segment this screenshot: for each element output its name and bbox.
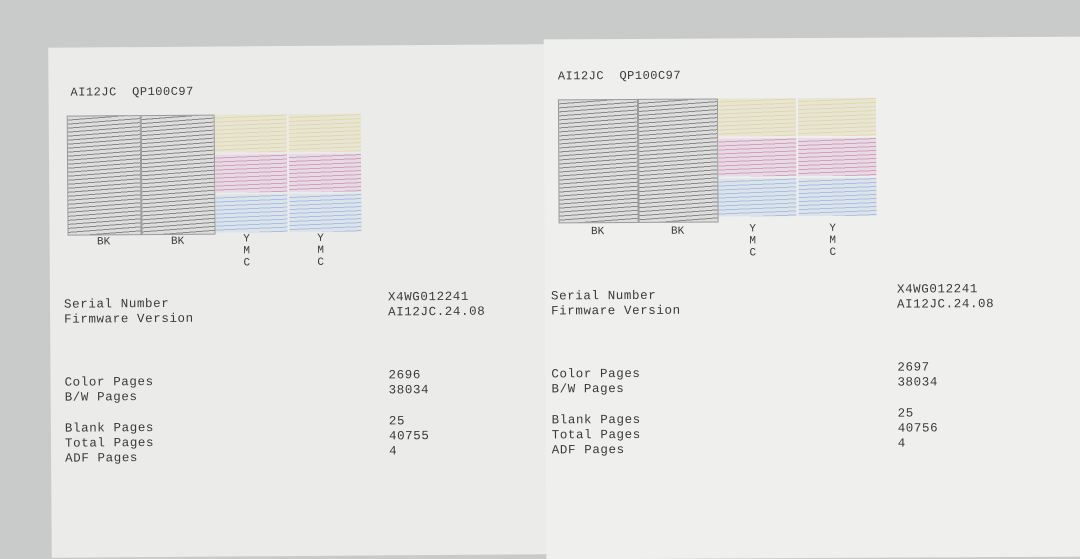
firmware-value: AI12JC.24.08: [388, 304, 486, 320]
black-nozzle-pattern: [66, 115, 142, 236]
total-pages-value: 40755: [388, 429, 430, 444]
model-code: AI12JC: [70, 85, 117, 100]
magenta-nozzle-pattern: [718, 138, 797, 177]
black-nozzle-pattern: [140, 114, 216, 236]
magenta-nozzle-pattern: [288, 153, 362, 193]
m-label: M: [317, 244, 324, 257]
color-pages-label: Color Pages: [551, 366, 641, 382]
bk-label: BK: [671, 225, 685, 238]
bk-label: BK: [170, 235, 185, 248]
yellow-nozzle-pattern: [214, 114, 287, 153]
total-pages-label: Total Pages: [64, 436, 155, 451]
blank-pages-label: Blank Pages: [551, 412, 641, 428]
blank-pages-label: Blank Pages: [64, 421, 155, 436]
adf-pages-label: ADF Pages: [65, 451, 139, 466]
black-nozzle-pattern: [637, 98, 719, 223]
magenta-nozzle-pattern: [798, 137, 877, 177]
magenta-nozzle-pattern: [214, 154, 288, 193]
adf-pages-value: 4: [897, 436, 906, 451]
yellow-nozzle-pattern: [717, 98, 797, 137]
serial-value: X4WG012241: [896, 282, 979, 297]
m-label: M: [243, 245, 250, 258]
color-pages-value: 2697: [897, 360, 930, 375]
bw-pages-value: 38034: [388, 383, 430, 398]
yellow-nozzle-pattern: [797, 97, 877, 137]
m-label: M: [749, 235, 757, 248]
y-label: Y: [243, 233, 250, 246]
bw-pages-value: 38034: [897, 375, 938, 390]
firmware-label: Firmware Version: [64, 311, 194, 327]
printout-page-left: AI12JC QP100C97 BK BK Y M C Y M C Serial Number X4…: [48, 44, 549, 558]
serial-label: Serial Number: [63, 296, 170, 312]
bw-pages-label: B/W Pages: [551, 382, 625, 397]
firmware-value: AI12JC.24.08: [896, 297, 995, 312]
serial-value: X4WG012241: [387, 289, 470, 305]
printout-page-right: AI12JC QP100C97 BK BK Y M C Y M C Serial Number X4…: [543, 36, 1080, 559]
cyan-nozzle-pattern: [289, 193, 362, 233]
page-header: AI12JC QP100C97: [70, 85, 193, 100]
blank-pages-value: 25: [388, 414, 406, 429]
c-label: C: [749, 247, 757, 260]
print-code: QP100C97: [132, 84, 194, 100]
m-label: M: [829, 234, 837, 247]
y-label: Y: [749, 223, 756, 236]
firmware-label: Firmware Version: [551, 303, 681, 319]
print-code: QP100C97: [619, 68, 682, 84]
bk-label: BK: [591, 226, 605, 239]
y-label: Y: [317, 232, 324, 245]
blank-pages-value: 25: [897, 406, 914, 421]
c-label: C: [829, 246, 837, 259]
c-label: C: [317, 256, 325, 269]
serial-label: Serial Number: [550, 288, 657, 304]
page-header: AI12JC QP100C97: [558, 69, 681, 84]
c-label: C: [243, 257, 251, 270]
cyan-nozzle-pattern: [718, 178, 797, 217]
bw-pages-label: B/W Pages: [64, 390, 138, 405]
y-label: Y: [829, 222, 836, 235]
black-nozzle-pattern: [557, 98, 639, 224]
adf-pages-label: ADF Pages: [551, 443, 625, 458]
cyan-nozzle-pattern: [215, 194, 288, 233]
yellow-nozzle-pattern: [288, 113, 361, 153]
color-pages-label: Color Pages: [64, 375, 154, 390]
cyan-nozzle-pattern: [798, 177, 877, 217]
color-pages-value: 2696: [388, 368, 421, 383]
bk-label: BK: [96, 236, 111, 249]
total-pages-value: 40756: [897, 421, 939, 436]
total-pages-label: Total Pages: [551, 427, 641, 443]
model-code: AI12JC: [557, 69, 605, 84]
adf-pages-value: 4: [389, 444, 398, 459]
